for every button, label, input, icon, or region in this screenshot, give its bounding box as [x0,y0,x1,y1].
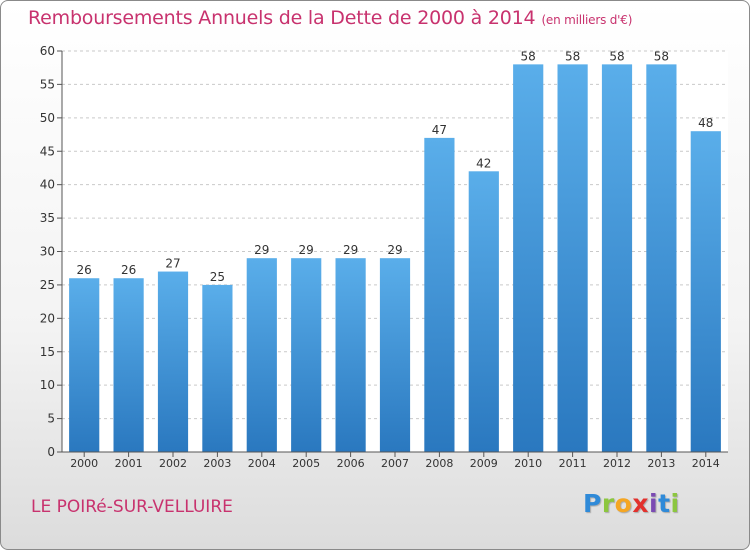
x-tick-label: 2008 [425,457,453,470]
bar [424,137,455,452]
data-label: 29 [254,243,269,257]
x-tick-label: 2014 [692,457,720,470]
x-tick-label: 2011 [559,457,587,470]
bar [291,258,322,452]
bar [690,131,721,452]
x-tick-label: 2002 [159,457,187,470]
y-tick-label: 5 [47,412,55,426]
data-label: 25 [210,270,225,284]
x-tick-label: 2012 [603,457,631,470]
data-label: 58 [654,49,669,63]
x-tick-label: 2009 [470,457,498,470]
bars [69,64,721,453]
x-tick-label: 2004 [248,457,276,470]
data-label: 47 [432,123,447,137]
logo-letter: r [601,489,615,518]
x-tick-label: 2013 [647,457,675,470]
x-tick-label: 2000 [70,457,98,470]
logo-letter: o [614,489,633,518]
bar [202,284,233,452]
bar [601,64,633,452]
data-label: 27 [165,257,180,271]
data-label: 58 [521,49,536,63]
bar [557,64,588,452]
logo-letter: i [649,489,659,518]
data-label: 42 [476,156,491,170]
bar [69,278,100,452]
y-tick-label: 45 [40,144,55,158]
bar [379,258,411,452]
data-label: 29 [387,243,402,257]
proxiti-logo: Proxiti [583,489,680,518]
y-tick-label: 20 [40,311,55,325]
bar [646,64,677,452]
bar [468,171,499,453]
x-tick-label: 2005 [292,457,320,470]
y-tick-label: 25 [40,278,55,292]
bar [513,64,544,452]
logo-letter: P [583,489,602,518]
bar [157,271,189,452]
y-axis: 0 5 10 15 20 25 30 35 40 45 50 55 60 [40,44,63,459]
x-tick-label: 2003 [203,457,231,470]
y-tick-label: 60 [40,44,55,58]
bar [335,258,366,452]
y-tick-label: 55 [40,77,55,91]
bar [246,258,277,452]
logo-letter: t [658,489,671,518]
data-label: 26 [77,263,92,277]
y-tick-label: 10 [40,378,55,392]
data-label: 58 [609,49,624,63]
y-tick-label: 40 [40,178,55,192]
y-tick-label: 0 [47,445,55,459]
y-tick-label: 30 [40,245,55,259]
data-label: 58 [565,49,580,63]
x-tick-label: 2006 [337,457,365,470]
x-tick-label: 2007 [381,457,409,470]
y-tick-label: 15 [40,345,55,359]
y-tick-label: 35 [40,211,55,225]
chart-subtitle: (en milliers d'€) [541,13,633,27]
chart-title: Remboursements Annuels de la Dette de 20… [28,7,632,29]
bar [113,278,144,452]
data-label: 26 [121,263,136,277]
data-labels: 26 26 27 25 29 29 29 29 47 42 58 58 58 58 48 [77,49,714,284]
chart-title-text: Remboursements Annuels de la Dette de 20… [28,7,536,29]
logo-letter: i [670,489,680,518]
data-label: 29 [299,243,314,257]
x-tick-label: 2010 [514,457,542,470]
logo-letter: x [632,489,649,518]
x-tick-label: 2001 [115,457,143,470]
data-label: 29 [343,243,358,257]
data-label: 48 [698,116,713,130]
x-axis: 2000 2001 2002 2003 2004 2005 2006 2007 2008 2009… [62,451,728,470]
town-name: LE POIRé-SUR-VELLUIRE [31,497,233,517]
y-tick-label: 50 [40,111,55,125]
